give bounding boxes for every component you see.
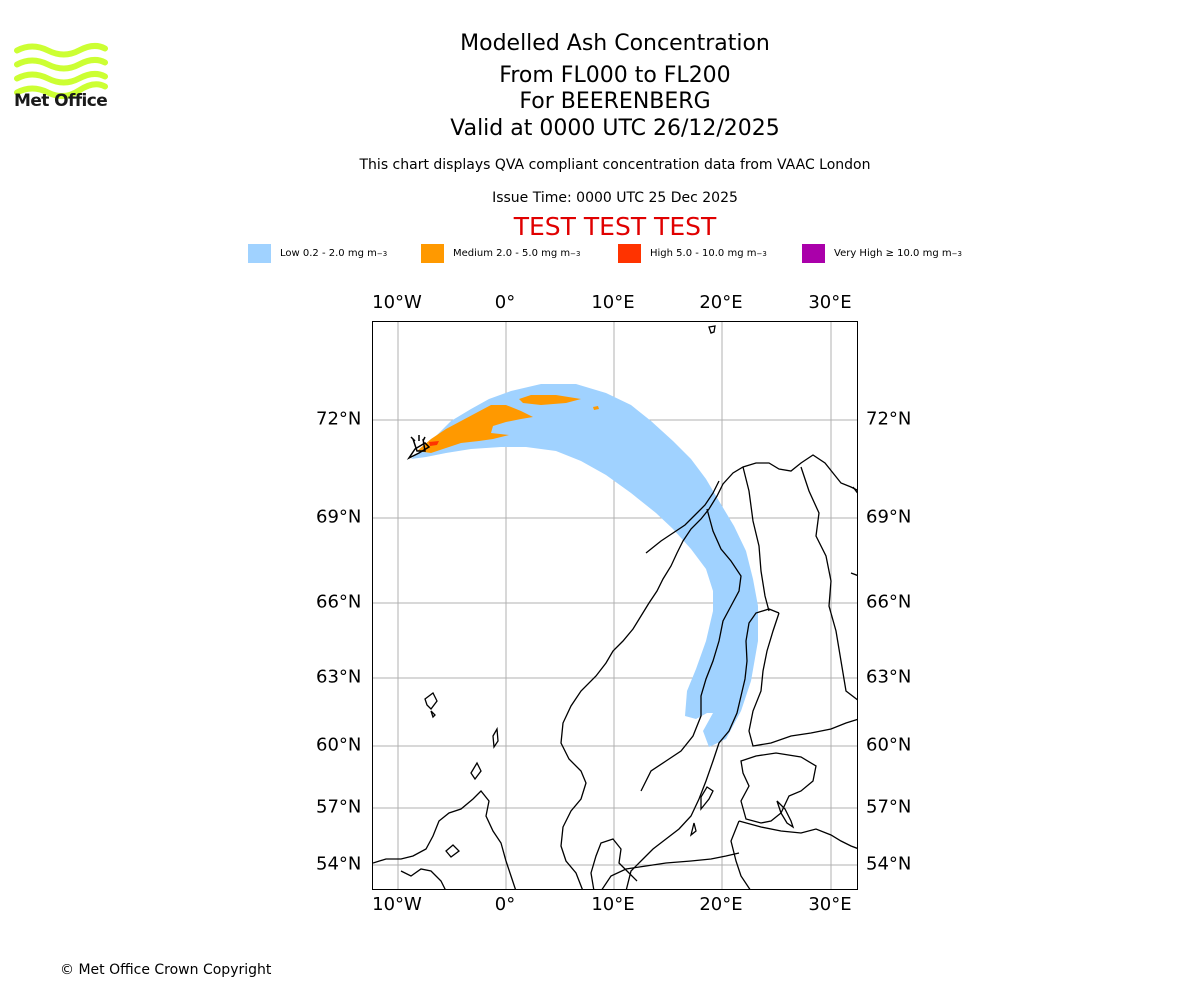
legend-item-low: Low 0.2 - 2.0 mg m −3 [248, 244, 387, 263]
legend-swatch-low [248, 244, 271, 263]
issue-time: Issue Time: 0000 UTC 25 Dec 2025 [492, 190, 738, 206]
chart-description: This chart displays QVA compliant concen… [359, 157, 871, 173]
legend-item-very-high: Very High ≥ 10.0 mg m −3 [802, 244, 962, 263]
lon-label-bottom-10w: 10°W [372, 894, 422, 915]
copyright: © Met Office Crown Copyright [60, 962, 272, 978]
ash-plume-medium-dot [593, 406, 599, 410]
legend-label-medium: Medium 2.0 - 5.0 mg m [453, 248, 571, 259]
lat-label-left-66n: 66°N [316, 591, 362, 613]
lat-label-right-60n: 60°N [866, 734, 912, 756]
lon-label-top-0: 0° [494, 292, 516, 313]
lat-label-right-57n: 57°N [866, 796, 912, 818]
lat-label-left-69n: 69°N [316, 506, 362, 528]
legend-exp-very-high: −3 [951, 249, 962, 258]
lat-label-right-54n: 54°N [866, 853, 912, 875]
map-canvas [373, 322, 857, 889]
valid-time: Valid at 0000 UTC 26/12/2025 [450, 116, 780, 141]
legend-item-medium: Medium 2.0 - 5.0 mg m −3 [421, 244, 580, 263]
legend-item-high: High 5.0 - 10.0 mg m −3 [618, 244, 767, 263]
volcano-symbol [406, 435, 431, 460]
legend-swatch-medium [421, 244, 444, 263]
legend-swatch-very-high [802, 244, 825, 263]
lat-label-left-63n: 63°N [316, 666, 362, 688]
ash-plume-medium-patch [519, 395, 581, 405]
chart-title: Modelled Ash Concentration [460, 31, 770, 56]
lon-label-bottom-10e: 10°E [591, 894, 635, 915]
lon-label-top-10e: 10°E [591, 292, 635, 313]
lat-label-right-66n: 66°N [866, 591, 912, 613]
legend-exp-high: −3 [756, 249, 767, 258]
ash-plume-low [411, 384, 758, 747]
legend-swatch-high [618, 244, 641, 263]
lat-label-left-54n: 54°N [316, 853, 362, 875]
test-banner: TEST TEST TEST [513, 212, 717, 241]
lon-label-bottom-0: 0° [494, 894, 516, 915]
map-panel[interactable] [372, 321, 858, 890]
legend-label-very-high: Very High ≥ 10.0 mg m [834, 248, 952, 259]
lon-label-bottom-20e: 20°E [699, 894, 743, 915]
lon-label-top-10w: 10°W [372, 292, 422, 313]
lat-label-right-72n: 72°N [866, 408, 912, 430]
logo-text: Met Office [14, 91, 108, 111]
lon-label-bottom-30e: 30°E [808, 894, 852, 915]
met-office-logo-icon [14, 42, 108, 99]
lat-label-left-57n: 57°N [316, 796, 362, 818]
coastlines [373, 325, 857, 889]
lat-label-right-63n: 63°N [866, 666, 912, 688]
legend-exp-low: −3 [376, 249, 388, 258]
legend-exp-medium: −3 [570, 249, 581, 258]
ash-plume-high [429, 441, 439, 446]
legend-label-high: High 5.0 - 10.0 mg m [650, 248, 757, 259]
volcano-name: For BEERENBERG [519, 89, 711, 114]
lat-label-right-69n: 69°N [866, 506, 912, 528]
legend-label-low: Low 0.2 - 2.0 mg m [280, 248, 377, 259]
lat-label-left-60n: 60°N [316, 734, 362, 756]
lon-label-top-20e: 20°E [699, 292, 743, 313]
ash-plume-medium [417, 405, 533, 453]
lon-label-top-30e: 30°E [808, 292, 852, 313]
flight-levels: From FL000 to FL200 [499, 63, 731, 88]
lat-label-left-72n: 72°N [316, 408, 362, 430]
